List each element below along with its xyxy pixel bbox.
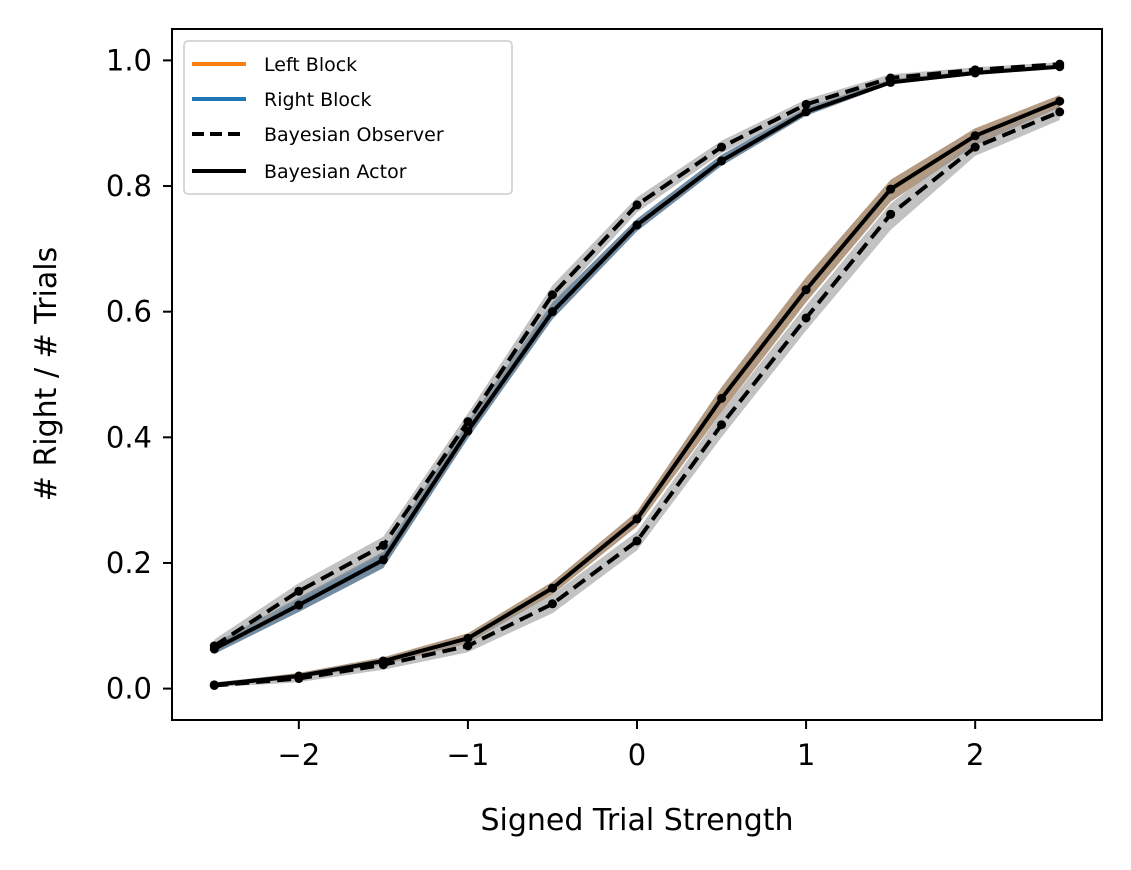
point-bayesian-actor xyxy=(209,644,219,654)
point-bayesian-actor xyxy=(717,393,727,403)
point-bayesian-observer xyxy=(378,540,388,550)
point-bayesian-observer xyxy=(463,417,473,427)
y-tick-label: 0.2 xyxy=(106,546,152,580)
point-bayesian-actor xyxy=(294,600,304,610)
point-bayesian-observer xyxy=(547,290,557,300)
legend-label-bayesian-actor: Bayesian Actor xyxy=(264,161,407,183)
y-tick-label: 0.4 xyxy=(106,420,152,454)
point-bayesian-actor xyxy=(1055,96,1065,106)
legend-box xyxy=(183,40,513,195)
legend-label-left-block: Left Block xyxy=(264,54,357,76)
x-tick-label: −2 xyxy=(277,738,320,772)
point-bayesian-actor xyxy=(801,107,811,117)
x-axis-ticks: −2 −1 0 1 2 xyxy=(277,720,984,772)
y-tick-label: 1.0 xyxy=(106,43,152,77)
point-bayesian-actor xyxy=(547,583,557,593)
point-bayesian-actor xyxy=(547,307,557,317)
y-tick-label: 0.6 xyxy=(106,295,152,329)
point-bayesian-observer xyxy=(463,641,473,651)
x-axis-label: Signed Trial Strength xyxy=(480,803,793,838)
point-bayesian-actor xyxy=(209,680,219,690)
point-bayesian-actor xyxy=(294,671,304,681)
point-bayesian-actor xyxy=(801,285,811,295)
point-bayesian-observer xyxy=(717,142,727,152)
point-bayesian-actor xyxy=(632,514,642,524)
point-bayesian-observer xyxy=(886,209,896,219)
point-bayesian-observer xyxy=(801,99,811,109)
point-bayesian-actor xyxy=(886,77,896,87)
point-bayesian-actor xyxy=(1055,62,1065,72)
x-tick-label: 2 xyxy=(966,738,984,772)
point-bayesian-observer xyxy=(294,586,304,596)
point-bayesian-observer xyxy=(1055,107,1065,117)
legend-label-bayesian-observer: Bayesian Observer xyxy=(264,124,444,146)
point-bayesian-actor xyxy=(378,555,388,565)
x-tick-label: 0 xyxy=(628,738,646,772)
point-bayesian-actor xyxy=(717,156,727,166)
point-bayesian-actor xyxy=(632,220,642,230)
point-bayesian-actor xyxy=(463,633,473,643)
data-points xyxy=(209,59,1065,690)
point-bayesian-actor xyxy=(463,426,473,436)
point-bayesian-actor xyxy=(970,131,980,141)
y-axis-ticks: 0.0 0.2 0.4 0.6 0.8 1.0 xyxy=(106,43,172,706)
point-bayesian-observer xyxy=(970,142,980,152)
point-bayesian-actor xyxy=(378,656,388,666)
band-left-block xyxy=(214,95,1060,687)
y-tick-label: 0.0 xyxy=(106,672,152,706)
point-bayesian-actor xyxy=(886,184,896,194)
point-bayesian-observer xyxy=(632,536,642,546)
point-bayesian-actor xyxy=(970,68,980,78)
y-axis-label: # Right / # Trials xyxy=(29,247,64,501)
legend-label-right-block: Right Block xyxy=(264,89,371,111)
legend: Left Block Right Block Bayesian Observer… xyxy=(183,40,513,195)
point-bayesian-observer xyxy=(547,599,557,609)
x-tick-label: −1 xyxy=(447,738,490,772)
point-bayesian-observer xyxy=(801,313,811,323)
point-bayesian-observer xyxy=(632,200,642,210)
point-bayesian-observer xyxy=(717,420,727,430)
y-tick-label: 0.8 xyxy=(106,169,152,203)
x-tick-label: 1 xyxy=(797,738,815,772)
line-bayesian-observer xyxy=(214,110,1061,688)
